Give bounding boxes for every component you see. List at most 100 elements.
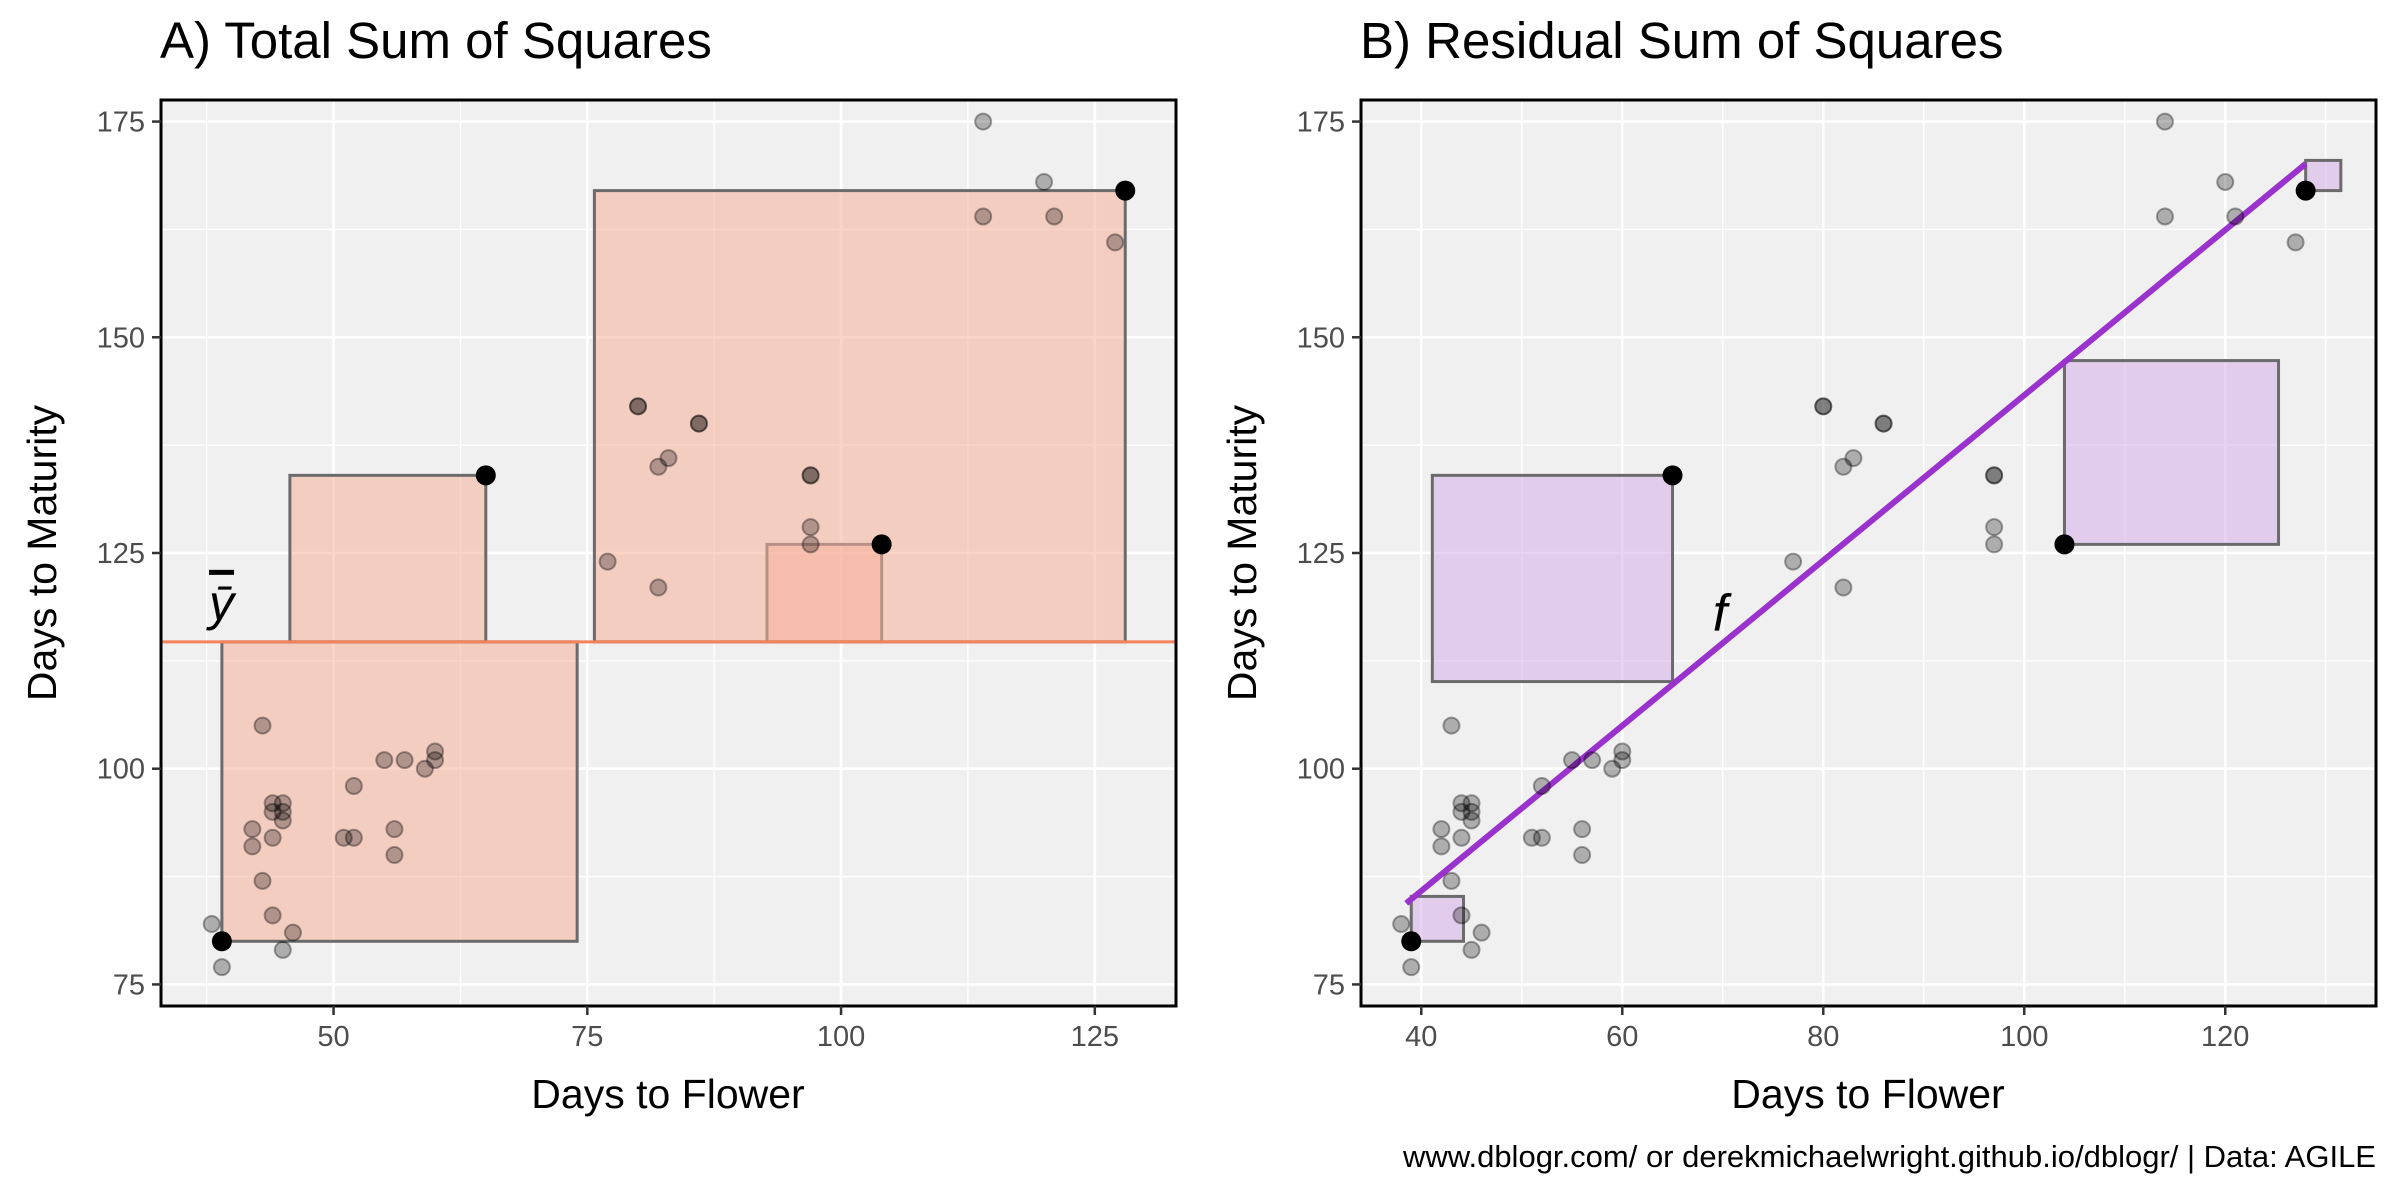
x-tick-label: 40 — [1405, 1021, 1437, 1053]
data-point — [426, 742, 445, 761]
panel-a-mean-label: ȳ — [206, 575, 237, 631]
data-point — [1472, 923, 1491, 942]
data-point — [1452, 906, 1471, 925]
data-point — [1613, 742, 1632, 761]
data-point — [344, 828, 363, 847]
data-point — [1035, 172, 1054, 191]
data-point — [1462, 802, 1481, 821]
panel-a-highlight-points — [211, 180, 1136, 952]
data-point — [659, 449, 678, 468]
data-point — [1613, 751, 1632, 770]
data-point — [263, 828, 282, 847]
data-point — [649, 457, 668, 476]
data-point — [1784, 552, 1803, 571]
highlight-point — [2054, 534, 2075, 555]
caption: www.dblogr.com/ or derekmichaelwright.gi… — [1402, 1139, 2376, 1174]
data-point — [263, 906, 282, 925]
panel-b-squares — [1409, 158, 2343, 943]
panel-b-fit-line — [1404, 161, 2308, 906]
data-point — [1583, 751, 1602, 770]
highlight-point — [475, 465, 496, 486]
data-point — [375, 751, 394, 770]
data-point — [1985, 466, 2004, 485]
data-point — [1563, 751, 1582, 770]
highlight-point — [211, 931, 232, 952]
y-tick-label: 100 — [1297, 754, 1345, 786]
data-point — [253, 716, 272, 735]
square — [1409, 894, 1466, 943]
data-point — [2226, 207, 2245, 226]
data-point — [1452, 828, 1471, 847]
panel-b-points — [1392, 112, 2305, 977]
data-point — [273, 811, 292, 830]
data-point — [202, 915, 221, 934]
square — [220, 640, 579, 943]
y-tick-label: 100 — [97, 754, 145, 786]
data-point — [598, 552, 617, 571]
data-point — [1442, 716, 1461, 735]
data-point — [2155, 207, 2174, 226]
data-point — [2286, 233, 2305, 252]
data-point — [689, 414, 708, 433]
panel-a-x-axis-title: Days to Flower — [531, 1071, 804, 1117]
panel-a-title: A) Total Sum of Squares — [160, 12, 712, 69]
data-point — [334, 828, 353, 847]
highlight-point — [1401, 931, 1422, 952]
data-point — [273, 940, 292, 959]
square — [288, 473, 488, 644]
data-point — [283, 923, 302, 942]
y-tick-label: 175 — [97, 107, 145, 139]
data-point — [1045, 207, 1064, 226]
y-tick-label: 150 — [97, 322, 145, 354]
data-point — [1814, 397, 1833, 416]
panel-a-ticks: 50 75 100 125 75 100 125 150 175 — [97, 107, 1119, 1053]
data-point — [1814, 397, 1833, 416]
y-tick-label: 75 — [113, 969, 145, 1001]
data-point — [273, 794, 292, 813]
x-tick-label: 60 — [1606, 1021, 1638, 1053]
data-point — [801, 518, 820, 537]
data-point — [1834, 457, 1853, 476]
highlight-point — [1115, 180, 1136, 201]
data-point — [2216, 172, 2235, 191]
data-point — [1442, 871, 1461, 890]
data-point — [1432, 820, 1451, 839]
data-point — [2155, 112, 2174, 131]
square — [592, 189, 1127, 644]
data-point — [1432, 837, 1451, 856]
data-point — [385, 846, 404, 864]
panel-b-ticks: 40 60 80 100 120 75 100 125 150 175 — [1297, 107, 2250, 1053]
panel-b-highlight-points — [1401, 180, 2316, 952]
data-point — [1844, 449, 1863, 468]
data-point — [1106, 233, 1125, 252]
data-point — [395, 751, 414, 770]
panel-b-fit-label: f — [1713, 585, 1732, 643]
x-tick-label: 120 — [2201, 1021, 2249, 1053]
data-point — [263, 802, 282, 821]
y-tick-label: 175 — [1297, 107, 1345, 139]
data-point — [974, 112, 993, 131]
data-point — [263, 794, 282, 813]
data-point — [1402, 958, 1421, 977]
data-point — [801, 535, 820, 554]
x-tick-label: 80 — [1807, 1021, 1839, 1053]
panel-a-points — [202, 112, 1125, 977]
data-point — [629, 397, 648, 416]
data-point — [629, 397, 648, 416]
panel-b-y-axis-title: Days to Maturity — [1219, 404, 1265, 701]
data-point — [212, 958, 231, 977]
x-tick-label: 100 — [817, 1021, 865, 1053]
data-point — [1985, 518, 2004, 537]
data-point — [974, 207, 993, 226]
data-point — [243, 837, 262, 856]
data-point — [1603, 759, 1622, 778]
data-point — [1985, 535, 2004, 554]
data-point — [1985, 466, 2004, 485]
data-point — [801, 466, 820, 485]
panel-b-x-axis-title: Days to Flower — [1731, 1071, 2004, 1117]
data-point — [1462, 940, 1481, 959]
y-tick-label: 75 — [1313, 969, 1345, 1001]
highlight-point — [1662, 465, 1683, 486]
data-point — [344, 776, 363, 795]
highlight-point — [2295, 180, 2316, 201]
